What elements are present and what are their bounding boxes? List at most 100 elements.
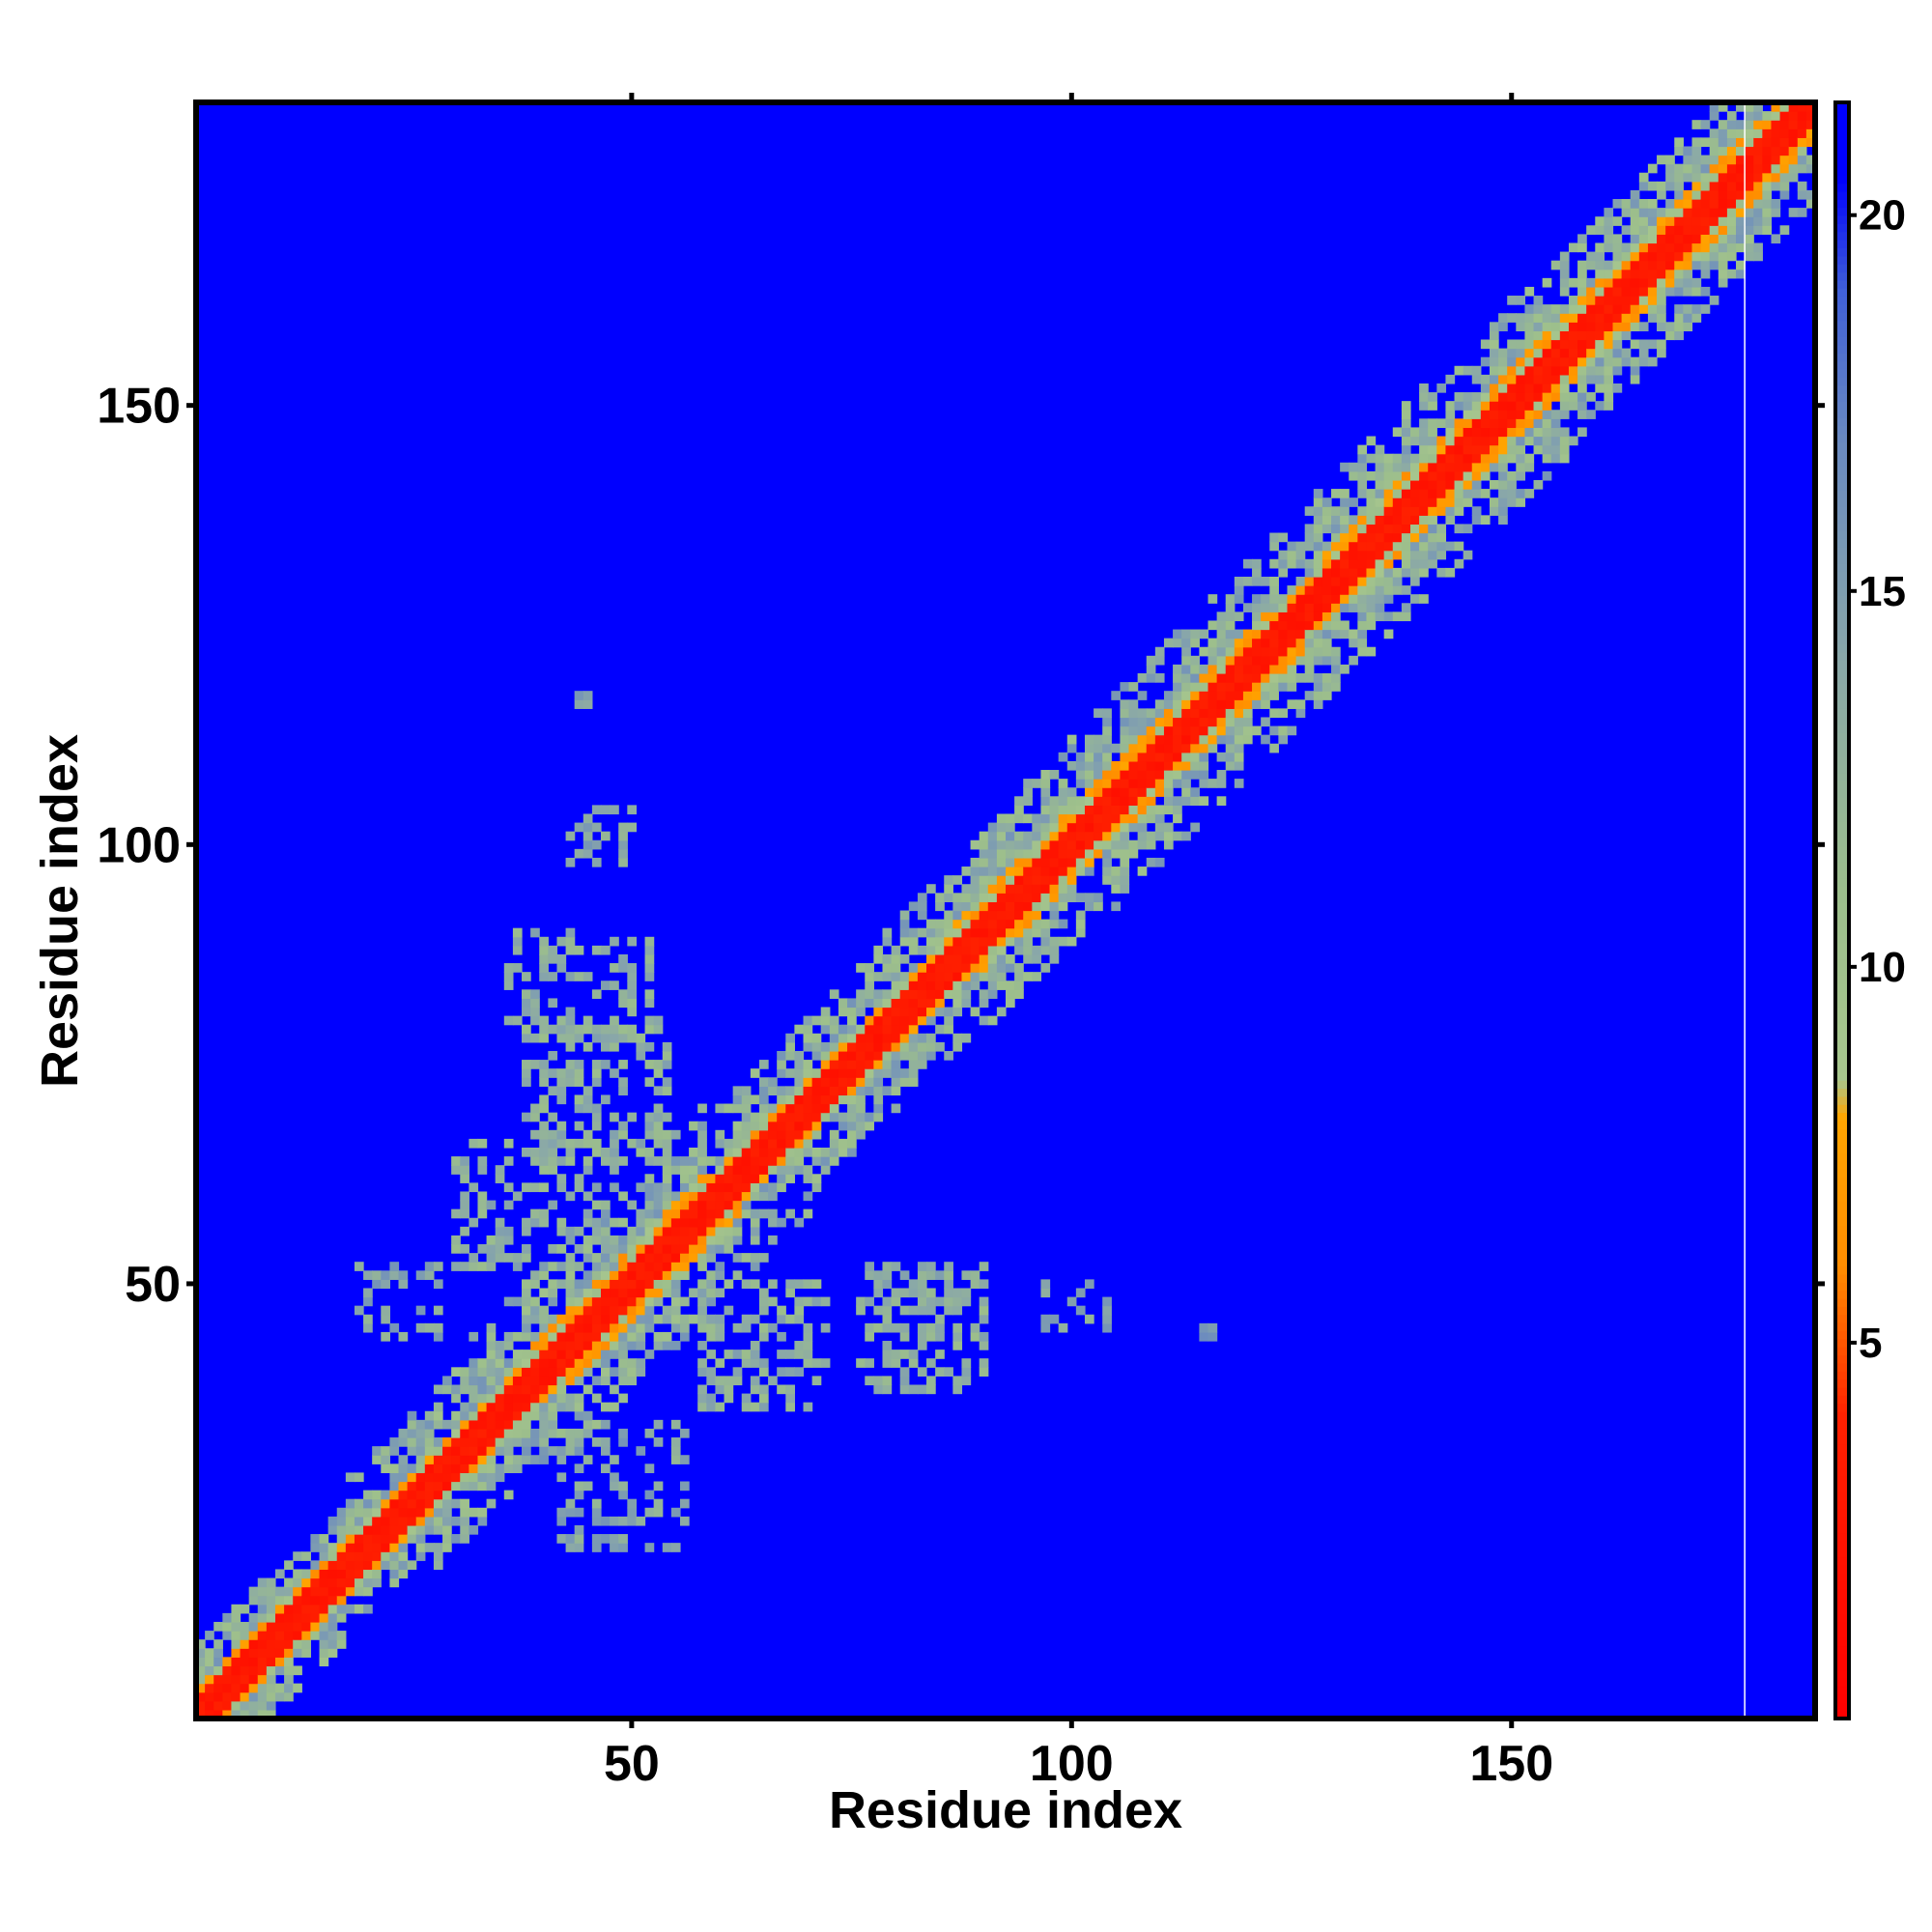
heatmap-cell [662, 1270, 672, 1280]
heatmap-cell [1559, 348, 1570, 358]
heatmap-cell [539, 953, 549, 964]
heatmap-cell [240, 1648, 250, 1658]
heatmap-cell [1049, 822, 1060, 833]
heatmap-cell [750, 1112, 760, 1122]
heatmap-cell [917, 1060, 927, 1069]
heatmap-cell [591, 1498, 602, 1509]
heatmap-cell [1401, 541, 1411, 552]
heatmap-cell [1190, 725, 1200, 736]
heatmap-cell [1445, 479, 1456, 490]
heatmap-cell [636, 1147, 646, 1157]
heatmap-cell [196, 1691, 206, 1702]
heatmap-cell [758, 1358, 769, 1368]
heatmap-cell [1445, 427, 1456, 438]
heatmap-cell [706, 1182, 717, 1193]
heatmap-cell [653, 1182, 664, 1193]
heatmap-cell [724, 1182, 734, 1193]
heatmap-cell [758, 1138, 769, 1149]
heatmap-cell [926, 1262, 936, 1271]
heatmap-cell [1199, 664, 1209, 674]
heatmap-cell [486, 1419, 497, 1430]
heatmap-cell [293, 1586, 302, 1597]
heatmap-cell [952, 936, 963, 947]
heatmap-cell [1691, 304, 1702, 314]
heatmap-cell [1278, 594, 1289, 604]
heatmap-cell [433, 1472, 443, 1483]
heatmap-cell [1137, 867, 1148, 876]
heatmap-cell [1454, 489, 1464, 498]
heatmap-cell [1252, 664, 1262, 674]
heatmap-cell [873, 1270, 884, 1280]
heatmap-cell [856, 1305, 866, 1316]
heatmap-cell [582, 1350, 593, 1359]
heatmap-cell [847, 1068, 857, 1078]
heatmap-cell [1621, 269, 1632, 279]
heatmap-cell [293, 1639, 302, 1649]
heatmap-cell [398, 1551, 409, 1561]
heatmap-cell [301, 1586, 312, 1597]
heatmap-cell [1304, 524, 1315, 534]
heatmap-cell [865, 1033, 874, 1043]
heatmap-cell [1498, 418, 1508, 429]
heatmap-cell [750, 1253, 760, 1263]
heatmap-cell [1173, 717, 1182, 727]
heatmap-cell [1577, 260, 1587, 270]
heatmap-cell [811, 1015, 822, 1026]
heatmap-cell [636, 1235, 646, 1245]
heatmap-cell [1340, 576, 1350, 586]
heatmap-cell [1647, 277, 1658, 288]
heatmap-cell [1436, 550, 1447, 560]
heatmap-cell [1357, 646, 1368, 657]
heatmap-cell [706, 1235, 717, 1245]
heatmap-cell [1111, 875, 1122, 885]
heatmap-cell [1075, 848, 1086, 859]
heatmap-cell [601, 1226, 611, 1236]
heatmap-cell [987, 910, 998, 921]
heatmap-cell [644, 1253, 655, 1263]
heatmap-cell [1736, 208, 1746, 217]
heatmap-cell [777, 1331, 786, 1342]
heatmap-cell [539, 1094, 549, 1105]
heatmap-cell [539, 1314, 549, 1324]
heatmap-cell [935, 953, 945, 964]
heatmap-cell [803, 1358, 813, 1368]
heatmap-cell [240, 1604, 250, 1614]
heatmap-cell [1533, 339, 1544, 350]
heatmap-cell [460, 1244, 469, 1254]
colorbar-segment [1835, 353, 1849, 362]
heatmap-cell [987, 893, 998, 903]
heatmap-cell [601, 1244, 611, 1254]
colorbar-segment [1835, 878, 1849, 887]
heatmap-cell [1612, 199, 1623, 209]
heatmap-cell [1321, 576, 1332, 586]
heatmap-cell [591, 989, 602, 1000]
colorbar-segment [1835, 158, 1849, 168]
heatmap-cell [1480, 339, 1491, 350]
heatmap-cell [1630, 365, 1640, 376]
heatmap-cell [1665, 216, 1675, 226]
heatmap-cell [653, 1086, 664, 1096]
heatmap-cell [1489, 427, 1499, 438]
heatmap-cell [1375, 585, 1385, 595]
heatmap-cell [750, 1279, 760, 1290]
heatmap-cell [979, 901, 989, 912]
heatmap-cell [996, 901, 1007, 912]
heatmap-cell [935, 919, 945, 929]
heatmap-cell [1788, 146, 1799, 156]
heatmap-cell [758, 1094, 769, 1105]
heatmap-cell [670, 1156, 681, 1166]
heatmap-cell [644, 1288, 655, 1298]
heatmap-cell [1604, 392, 1614, 402]
heatmap-cell [899, 1015, 910, 1026]
heatmap-cell [310, 1569, 321, 1579]
heatmap-cell [1736, 242, 1746, 253]
heatmap-cell [548, 1341, 558, 1350]
heatmap-cell [1586, 392, 1596, 402]
heatmap-cell [689, 1314, 698, 1324]
colorbar-segment [1835, 1112, 1849, 1122]
heatmap-cell [1304, 567, 1315, 578]
heatmap-cell [1454, 541, 1464, 552]
heatmap-cell [1691, 234, 1702, 244]
heatmap-cell [1120, 805, 1130, 815]
heatmap-cell [354, 1569, 364, 1579]
